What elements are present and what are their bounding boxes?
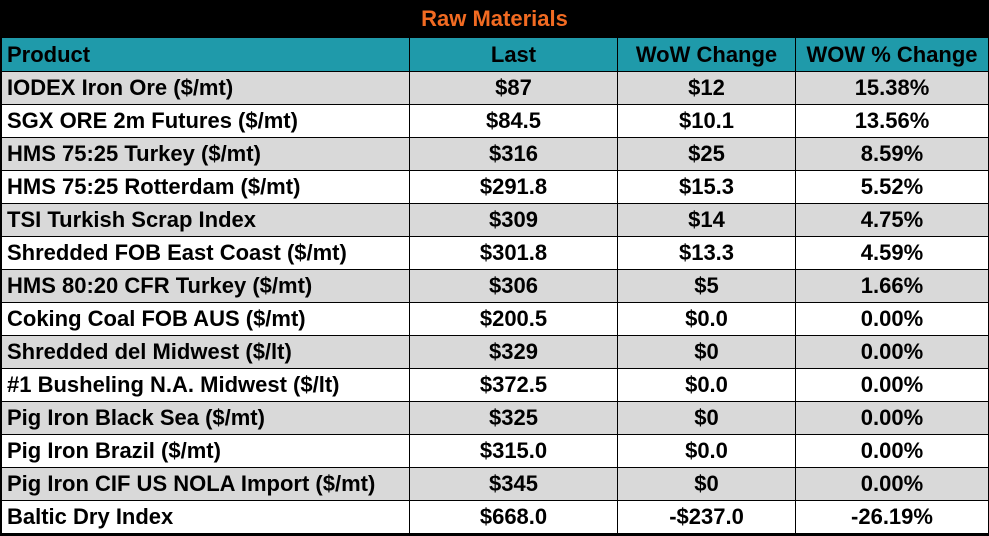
product-cell: Pig Iron CIF US NOLA Import ($/mt)	[1, 467, 410, 501]
wow-pct-change-cell: 8.59%	[795, 137, 989, 171]
last-cell: $316	[409, 137, 618, 171]
product-cell: Baltic Dry Index	[1, 500, 410, 534]
raw-materials-table: Product Last WoW Change WOW % Change IOD…	[1, 37, 989, 534]
table-row: Shredded FOB East Coast ($/mt) $301.8 $13.…	[1, 236, 989, 270]
wow-change-cell: $0	[617, 401, 796, 435]
wow-change-cell: $15.3	[617, 170, 796, 204]
product-cell: HMS 80:20 CFR Turkey ($/mt)	[1, 269, 410, 303]
last-cell: $345	[409, 467, 618, 501]
wow-change-cell: $0	[617, 467, 796, 501]
wow-pct-change-cell: 0.00%	[795, 302, 989, 336]
last-cell: $306	[409, 269, 618, 303]
wow-pct-change-cell: 4.75%	[795, 203, 989, 237]
table-row: #1 Busheling N.A. Midwest ($/lt) $372.5 $0…	[1, 368, 989, 402]
wow-change-cell: $0.0	[617, 434, 796, 468]
table-title: Raw Materials	[421, 6, 568, 31]
table-row: Pig Iron Black Sea ($/mt) $325 $0 0.00%	[1, 401, 989, 435]
last-cell: $309	[409, 203, 618, 237]
table-row: Shredded del Midwest ($/lt) $329 $0 0.00%	[1, 335, 989, 369]
product-cell: Pig Iron Black Sea ($/mt)	[1, 401, 410, 435]
wow-pct-change-cell: 13.56%	[795, 104, 989, 138]
column-header-product: Product	[1, 37, 410, 72]
product-cell: Coking Coal FOB AUS ($/mt)	[1, 302, 410, 336]
product-cell: SGX ORE 2m Futures ($/mt)	[1, 104, 410, 138]
last-cell: $668.0	[409, 500, 618, 534]
wow-change-cell: $10.1	[617, 104, 796, 138]
product-cell: HMS 75:25 Turkey ($/mt)	[1, 137, 410, 171]
wow-pct-change-cell: 0.00%	[795, 401, 989, 435]
table-row: TSI Turkish Scrap Index $309 $14 4.75%	[1, 203, 989, 237]
wow-pct-change-cell: 0.00%	[795, 335, 989, 369]
last-cell: $291.8	[409, 170, 618, 204]
product-cell: Shredded FOB East Coast ($/mt)	[1, 236, 410, 270]
table-row: Coking Coal FOB AUS ($/mt) $200.5 $0.0 0.00…	[1, 302, 989, 336]
wow-change-cell: $0.0	[617, 368, 796, 402]
product-cell: TSI Turkish Scrap Index	[1, 203, 410, 237]
last-cell: $325	[409, 401, 618, 435]
wow-pct-change-cell: 4.59%	[795, 236, 989, 270]
table-row: HMS 80:20 CFR Turkey ($/mt) $306 $5 1.66%	[1, 269, 989, 303]
column-header-wow-pct-change: WOW % Change	[795, 37, 989, 72]
table-row: HMS 75:25 Rotterdam ($/mt) $291.8 $15.3 5.5…	[1, 170, 989, 204]
table-row: Baltic Dry Index $668.0 -$237.0 -26.19%	[1, 500, 989, 534]
wow-pct-change-cell: 0.00%	[795, 368, 989, 402]
last-cell: $84.5	[409, 104, 618, 138]
table-row: SGX ORE 2m Futures ($/mt) $84.5 $10.1 13.56…	[1, 104, 989, 138]
wow-pct-change-cell: 5.52%	[795, 170, 989, 204]
product-cell: HMS 75:25 Rotterdam ($/mt)	[1, 170, 410, 204]
product-cell: Pig Iron Brazil ($/mt)	[1, 434, 410, 468]
column-header-wow-change: WoW Change	[617, 37, 796, 72]
wow-change-cell: $0.0	[617, 302, 796, 336]
wow-change-cell: $12	[617, 71, 796, 105]
wow-pct-change-cell: 15.38%	[795, 71, 989, 105]
wow-pct-change-cell: -26.19%	[795, 500, 989, 534]
product-cell: IODEX Iron Ore ($/mt)	[1, 71, 410, 105]
wow-change-cell: $5	[617, 269, 796, 303]
header-row: Product Last WoW Change WOW % Change	[1, 37, 989, 72]
last-cell: $200.5	[409, 302, 618, 336]
table-row: Pig Iron CIF US NOLA Import ($/mt) $345 $0…	[1, 467, 989, 501]
wow-change-cell: $14	[617, 203, 796, 237]
wow-pct-change-cell: 1.66%	[795, 269, 989, 303]
last-cell: $301.8	[409, 236, 618, 270]
wow-change-cell: $0	[617, 335, 796, 369]
wow-change-cell: $25	[617, 137, 796, 171]
wow-change-cell: -$237.0	[617, 500, 796, 534]
table-row: IODEX Iron Ore ($/mt) $87 $12 15.38%	[1, 71, 989, 105]
last-cell: $315.0	[409, 434, 618, 468]
table-row: Pig Iron Brazil ($/mt) $315.0 $0.0 0.00%	[1, 434, 989, 468]
wow-pct-change-cell: 0.00%	[795, 467, 989, 501]
product-cell: Shredded del Midwest ($/lt)	[1, 335, 410, 369]
last-cell: $372.5	[409, 368, 618, 402]
wow-pct-change-cell: 0.00%	[795, 434, 989, 468]
wow-change-cell: $13.3	[617, 236, 796, 270]
last-cell: $329	[409, 335, 618, 369]
table-row: HMS 75:25 Turkey ($/mt) $316 $25 8.59%	[1, 137, 989, 171]
product-cell: #1 Busheling N.A. Midwest ($/lt)	[1, 368, 410, 402]
column-header-last: Last	[409, 37, 618, 72]
last-cell: $87	[409, 71, 618, 105]
